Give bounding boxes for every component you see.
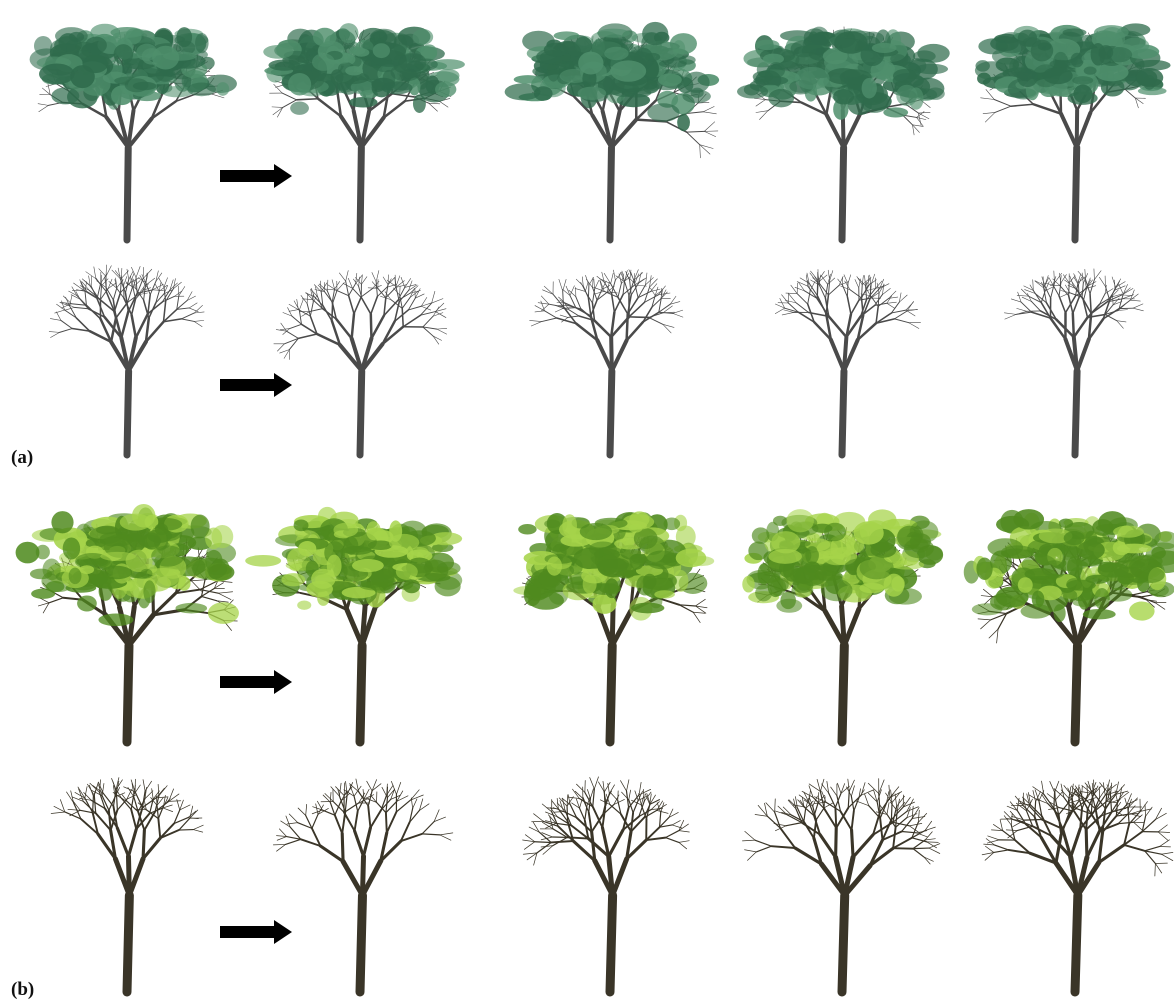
foliage-crown [245, 506, 463, 610]
right-arrow-icon [220, 920, 292, 944]
foliage-crown [504, 21, 720, 132]
tree-a-foliage-result-3 [737, 26, 950, 244]
tree-b-branches-input-tree [50, 777, 204, 997]
tree-a-foliage-result-2 [504, 21, 720, 244]
foliage-crown [963, 509, 1174, 623]
tree-b-foliage-result-3 [742, 509, 944, 747]
foliage-crown [29, 23, 237, 110]
right-arrow-icon [220, 164, 292, 188]
foliage-crown [737, 26, 950, 120]
foliage-crown [15, 504, 239, 627]
tree-b-branches-result-3 [742, 778, 941, 997]
tree-a-foliage-input-tree [29, 23, 237, 244]
foliage-crown [513, 511, 715, 621]
tree-b-branches-result-1 [272, 778, 454, 997]
tree-grid [15, 21, 1174, 997]
tree-a-branches-result-4 [1004, 268, 1144, 459]
tree-a-foliage-result-4 [974, 23, 1171, 244]
tree-a-branches-result-1 [273, 270, 448, 459]
arrow-column [220, 164, 292, 944]
tree-b-branches-result-2 [522, 776, 690, 997]
right-arrow-icon [220, 373, 292, 397]
tree-a-foliage-result-1 [263, 23, 465, 244]
panel-label-b: (b) [11, 979, 35, 1000]
tree-b-foliage-input-tree [15, 504, 239, 747]
tree-a-branches-result-2 [529, 269, 684, 459]
right-arrow-icon [220, 670, 292, 694]
foliage-crown [974, 23, 1171, 105]
tree-b-branches-result-4 [981, 779, 1174, 997]
tree-a-branches-input-tree [48, 264, 205, 459]
tree-b-foliage-result-1 [245, 506, 463, 747]
foliage-crown [742, 509, 944, 613]
tree-b-foliage-result-2 [513, 511, 715, 747]
tree-b-foliage-result-4 [963, 509, 1174, 747]
tree-a-branches-result-3 [775, 269, 921, 459]
foliage-crown [263, 23, 465, 115]
panel-label-a: (a) [11, 447, 34, 468]
